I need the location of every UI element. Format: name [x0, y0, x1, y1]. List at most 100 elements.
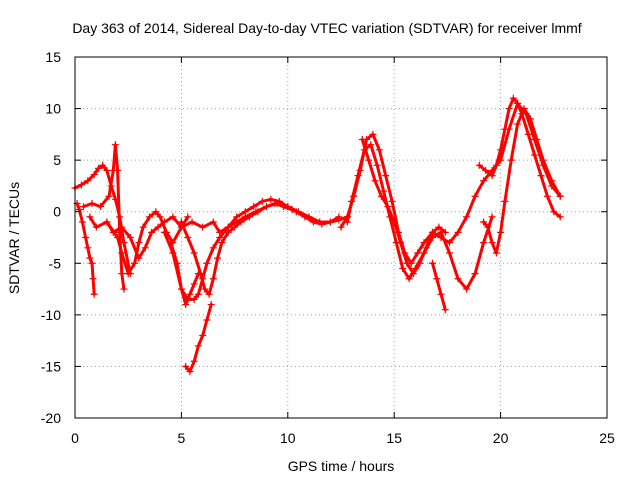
data-point-marker: [437, 290, 445, 298]
data-point-marker: [414, 249, 422, 257]
data-point-marker: [177, 285, 185, 293]
y-tick-label: -5: [49, 255, 62, 271]
data-point-marker: [288, 206, 296, 214]
data-point-marker: [209, 244, 217, 252]
data-point-marker: [148, 228, 156, 236]
data-point-marker: [114, 166, 122, 174]
x-tick-label: 10: [280, 430, 296, 446]
data-point-marker: [488, 239, 496, 247]
y-tick-label: -15: [41, 358, 61, 374]
data-point-marker: [514, 99, 522, 107]
data-point-marker: [482, 166, 490, 174]
data-point-marker: [301, 213, 309, 221]
data-point-marker: [184, 234, 192, 241]
y-tick-label: 15: [45, 49, 61, 65]
data-point-marker: [80, 203, 88, 211]
data-point-marker: [556, 213, 564, 221]
data-point-marker: [433, 275, 441, 283]
data-point-marker: [446, 249, 454, 257]
data-point-marker: [446, 239, 454, 247]
x-tick-label: 25: [599, 430, 615, 446]
data-point-marker: [190, 280, 198, 288]
data-point-marker: [94, 164, 102, 172]
data-point-marker: [509, 94, 517, 102]
data-point-marker: [388, 197, 396, 205]
data-point-marker: [373, 161, 381, 169]
data-point-marker: [182, 362, 190, 370]
data-point-marker: [358, 136, 366, 144]
data-point-marker: [471, 192, 479, 200]
plot-frame: [74, 56, 608, 419]
data-point-marker: [254, 208, 262, 216]
data-point-marker: [241, 208, 249, 216]
data-point-marker: [309, 218, 317, 226]
data-point-marker: [88, 199, 96, 207]
y-tick-label: -10: [41, 307, 61, 323]
data-point-marker: [209, 218, 217, 226]
data-point-marker: [369, 130, 377, 138]
data-point-marker: [441, 306, 449, 314]
data-point-marker: [199, 331, 207, 339]
data-point-marker: [190, 357, 198, 365]
data-point-marker: [169, 213, 177, 221]
data-point-marker: [160, 228, 168, 236]
data-point-marker: [218, 239, 226, 247]
data-point-marker: [375, 146, 383, 154]
data-point-marker: [105, 192, 113, 200]
data-point-marker: [480, 239, 488, 247]
data-point-marker: [556, 192, 564, 200]
data-point-marker: [280, 203, 288, 211]
data-point-marker: [533, 136, 541, 144]
series-track-14: [475, 94, 564, 221]
data-point-marker: [526, 115, 534, 123]
data-point-marker: [497, 228, 505, 236]
data-point-marker: [539, 156, 547, 164]
data-point-marker: [292, 208, 300, 216]
data-point-marker: [124, 270, 132, 278]
data-point-marker: [216, 234, 224, 241]
y-tick-label: 10: [45, 101, 61, 117]
data-point-marker: [207, 301, 215, 309]
series-line: [431, 261, 447, 312]
data-point-marker: [154, 223, 162, 231]
data-point-marker: [88, 259, 96, 267]
data-point-marker: [420, 239, 428, 247]
data-point-marker: [501, 125, 509, 133]
data-point-marker: [454, 228, 462, 236]
chart-title: Day 363 of 2014, Sidereal Day-to-day VTE…: [72, 20, 581, 36]
data-point-marker: [463, 285, 471, 293]
data-point-marker: [167, 239, 175, 247]
data-point-marker: [156, 213, 164, 221]
data-point-marker: [429, 228, 437, 236]
data-point-marker: [99, 161, 107, 169]
data-point-marker: [160, 218, 168, 226]
data-point-marker: [531, 151, 539, 159]
data-point-marker: [197, 270, 205, 278]
data-point-marker: [135, 254, 143, 262]
data-point-marker: [403, 259, 411, 267]
data-point-marker: [543, 192, 551, 200]
data-point-marker: [152, 208, 160, 216]
data-point-marker: [505, 105, 513, 113]
series-track-10: [337, 99, 564, 267]
data-point-marker: [371, 177, 379, 185]
data-point-marker: [86, 213, 94, 221]
y-tick-label: -20: [41, 410, 61, 426]
data-point-marker: [84, 244, 92, 252]
data-point-marker: [409, 270, 417, 278]
data-point-marker: [422, 244, 430, 252]
data-point-marker: [205, 290, 213, 298]
data-point-marker: [524, 130, 532, 138]
series-track-5: [103, 213, 192, 262]
x-tick-label: 0: [71, 430, 79, 446]
data-point-marker: [488, 213, 496, 221]
data-point-marker: [184, 213, 192, 221]
series-line: [482, 107, 562, 255]
series-line: [105, 215, 190, 260]
data-point-marker: [550, 208, 558, 216]
data-point-marker: [233, 213, 241, 221]
data-point-marker: [78, 218, 86, 226]
data-point-marker: [475, 161, 483, 169]
data-point-marker: [109, 228, 117, 236]
data-point-marker: [497, 146, 505, 154]
